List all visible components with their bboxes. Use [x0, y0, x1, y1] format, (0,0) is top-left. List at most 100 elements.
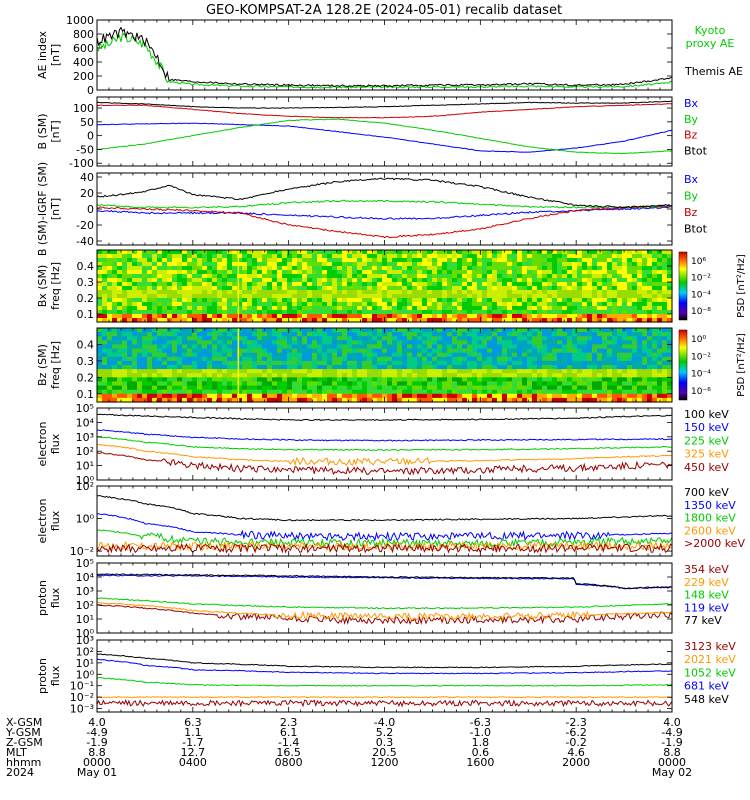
spectrogram-cell [192, 336, 198, 341]
spectrogram-cell [387, 393, 393, 399]
spectrogram-cell [632, 389, 638, 395]
spectrogram-cell [562, 266, 568, 271]
spectrogram-cell [102, 344, 108, 350]
spectrogram-cell [612, 270, 618, 275]
spectrogram-cell [452, 262, 458, 267]
spectrogram-cell [107, 258, 113, 263]
spectrogram-cell [212, 356, 218, 362]
spectrogram-cell [192, 328, 198, 333]
spectrogram-cell [222, 250, 228, 255]
spectrogram-cell [377, 336, 383, 341]
spectrogram-cell [512, 266, 518, 271]
spectrogram-cell [367, 258, 373, 263]
spectrogram-cell [187, 270, 193, 275]
spectrogram-cell [612, 397, 618, 403]
spectrogram-cell [132, 290, 138, 295]
spectrogram-cell [277, 348, 283, 354]
spectrogram-cell [537, 365, 543, 370]
spectrogram-cell [197, 290, 203, 295]
spectrogram-cell [182, 282, 188, 287]
spectrogram-cell [622, 393, 628, 399]
spectrogram-cell [552, 360, 558, 366]
spectrogram-cell [497, 373, 503, 378]
spectrogram-cell [417, 332, 423, 337]
spectrogram-cell [282, 286, 288, 291]
spectrogram-cell [237, 298, 243, 303]
spectrogram-cell [397, 290, 403, 295]
spectrogram-cell [667, 266, 673, 271]
spectrogram-cell [252, 262, 258, 267]
spectrogram-cell [582, 344, 588, 350]
spectrogram-cell [287, 318, 293, 323]
spectrogram-cell [162, 348, 168, 354]
spectrogram-cell [422, 306, 428, 311]
spectrogram-cell [317, 286, 323, 291]
spectrogram-cell [387, 278, 393, 283]
spectrogram-cell [247, 254, 253, 259]
spectrogram-cell [107, 314, 113, 319]
spectrogram-cell [117, 332, 123, 337]
spectrogram-cell [267, 332, 273, 337]
spectrogram-cell [317, 278, 323, 283]
spectrogram-cell [657, 352, 663, 358]
y-tick-label: -20 [76, 219, 94, 232]
spectrogram-cell [282, 258, 288, 263]
spectrogram-cell [307, 348, 313, 354]
spectrogram-cell [122, 306, 128, 311]
spectrogram-cell [407, 294, 413, 299]
spectrogram-cell [117, 377, 123, 382]
spectrogram-cell [602, 262, 608, 267]
spectrogram-cell [207, 290, 213, 295]
spectrogram-cell [177, 266, 183, 271]
spectrogram-cell [602, 286, 608, 291]
spectrogram-cell [332, 266, 338, 271]
spectrogram-cell [552, 385, 558, 391]
spectrogram-cell [282, 278, 288, 283]
spectrogram-cell [222, 360, 228, 366]
spectrogram-cell [162, 356, 168, 362]
spectrogram-cell [247, 262, 253, 267]
spectrogram-cell [497, 278, 503, 283]
spectrogram-cell [452, 385, 458, 391]
spectrogram-cell [487, 340, 493, 345]
spectrogram-cell [207, 377, 213, 382]
spectrogram-cell [442, 365, 448, 370]
spectrogram-cell [492, 302, 498, 307]
spectrogram-cell [327, 369, 333, 374]
spectrogram-cell [567, 258, 573, 263]
spectrogram-cell [297, 352, 303, 358]
spectrogram-cell [162, 314, 168, 319]
spectrogram-cell [407, 290, 413, 295]
spectrogram-cell [627, 290, 633, 295]
spectrogram-cell [547, 318, 553, 323]
spectrogram-cell [187, 360, 193, 366]
spectrogram-cell [487, 254, 493, 259]
spectrogram-cell [392, 314, 398, 319]
spectrogram-cell [517, 348, 523, 354]
spectrogram-cell [457, 352, 463, 358]
spectrogram-cell [402, 298, 408, 303]
spectrogram-cell [152, 258, 158, 263]
y-tick-label: 1000 [66, 14, 94, 27]
y-tick-label: 0 [87, 130, 94, 143]
spectrogram-cell [392, 340, 398, 345]
spectrogram-cell [247, 290, 253, 295]
spectrogram-cell [402, 302, 408, 307]
spectrogram-cell [532, 310, 538, 315]
spectrogram-cell [467, 310, 473, 315]
spectrogram-cell [402, 294, 408, 299]
spectrogram-cell [652, 254, 658, 259]
spectrogram-cell [147, 262, 153, 267]
y-tick-label: 10⁰ [76, 513, 95, 526]
spectrogram-cell [162, 344, 168, 350]
spectrogram-cell [422, 373, 428, 378]
y-axis-label: electron [36, 422, 49, 467]
spectrogram-cell [212, 286, 218, 291]
spectrogram-cell [202, 365, 208, 370]
spectrogram-cell [617, 266, 623, 271]
spectrogram-cell [252, 298, 258, 303]
spectrogram-cell [477, 298, 483, 303]
spectrogram-cell [467, 344, 473, 350]
spectrogram-cell [572, 356, 578, 362]
spectrogram-cell [227, 302, 233, 307]
